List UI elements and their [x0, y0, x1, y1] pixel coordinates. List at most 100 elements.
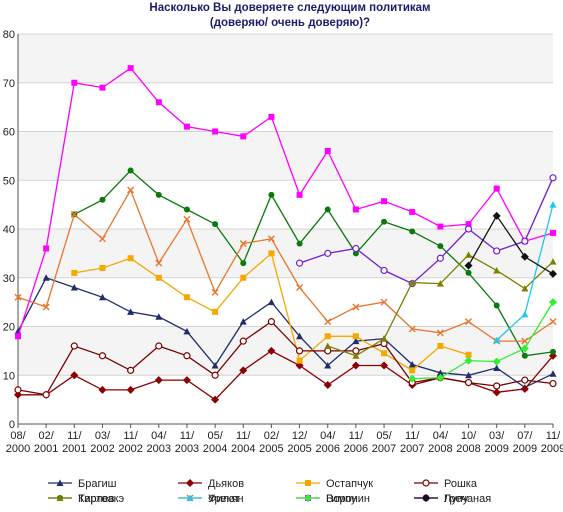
data-point	[493, 336, 501, 344]
data-point	[408, 361, 416, 368]
legend-item: Гречаная	[414, 493, 491, 505]
legend-label: Тарлев	[78, 493, 115, 505]
plot-band	[18, 34, 553, 83]
data-point	[549, 370, 557, 377]
x-tick-label: 2004	[203, 443, 227, 455]
data-point	[465, 221, 472, 228]
data-point	[464, 356, 473, 365]
data-point	[70, 284, 78, 291]
x-axis-tick-labels: 08/200002/200111/200103/200211/200204/20…	[6, 424, 563, 455]
data-point	[295, 259, 304, 267]
legend-item: Гимпу	[296, 493, 357, 505]
legend-item: Филат	[178, 493, 240, 505]
x-tick-label: 2003	[147, 443, 171, 455]
data-point	[409, 208, 416, 215]
plot-band	[18, 180, 553, 229]
x-tick-label: 2007	[372, 443, 396, 455]
y-tick-label: 20	[3, 322, 15, 334]
plot-background	[18, 34, 553, 424]
legend-label: Остапчук	[326, 478, 373, 490]
data-point	[520, 252, 529, 261]
data-point	[324, 333, 331, 340]
data-point	[465, 351, 472, 358]
y-tick-label: 80	[3, 29, 15, 41]
data-point	[127, 65, 134, 72]
data-point	[380, 335, 388, 342]
data-point	[381, 350, 388, 357]
x-tick-label: 2000	[6, 443, 30, 455]
data-point	[42, 391, 50, 399]
data-point	[352, 352, 360, 359]
chart-subtitle: (доверяю/ очень доверяю)?	[210, 17, 370, 29]
data-point	[549, 174, 557, 182]
series-12	[464, 211, 557, 278]
x-tick-label: 2007	[400, 443, 424, 455]
data-point	[267, 298, 275, 306]
series-9	[324, 251, 557, 359]
legend-label: Лупу	[444, 493, 469, 505]
x-tick-label: 11/	[546, 430, 561, 442]
data-point	[521, 237, 529, 245]
data-point	[549, 201, 557, 208]
x-tick-label: 11/	[180, 430, 195, 442]
data-point	[408, 325, 416, 333]
data-point	[352, 206, 359, 213]
data-point	[296, 191, 303, 198]
data-point	[42, 274, 50, 281]
x-tick-label: 04/	[433, 430, 449, 442]
legend-swatch-marker	[422, 494, 430, 502]
data-point	[437, 223, 444, 230]
x-tick-label: 10/	[461, 430, 477, 442]
data-point	[15, 333, 21, 340]
series-lines	[14, 65, 557, 404]
legend-swatch-marker	[422, 479, 430, 487]
data-point	[550, 348, 556, 355]
legend-label: Гимпу	[326, 493, 357, 505]
data-point	[14, 386, 22, 394]
legend-label: Урекян	[208, 493, 244, 505]
x-tick-label: 11/	[123, 430, 138, 442]
y-tick-label: 0	[9, 419, 15, 431]
data-point	[296, 240, 303, 247]
legend-label: Гречаная	[444, 493, 491, 505]
data-point	[212, 221, 219, 228]
data-point	[240, 260, 247, 267]
data-point	[183, 123, 190, 130]
data-point	[465, 318, 473, 326]
data-point	[267, 346, 276, 355]
series-line	[74, 169, 554, 357]
y-tick-label: 50	[3, 175, 15, 187]
x-tick-label: 2006	[315, 443, 339, 455]
data-point	[183, 215, 191, 223]
data-point	[465, 371, 473, 379]
plot-band	[18, 375, 553, 424]
data-point	[464, 261, 473, 270]
y-tick-label: 30	[3, 273, 15, 285]
data-point	[408, 279, 416, 286]
legend-label: Брагиш	[78, 478, 117, 490]
x-tick-label: 11/	[349, 430, 364, 442]
series-line	[412, 301, 554, 380]
data-point	[352, 303, 360, 311]
data-point	[296, 332, 304, 340]
data-point	[127, 308, 135, 315]
data-point	[324, 362, 332, 369]
x-tick-label: 12/	[292, 430, 308, 442]
legend-label: Филат	[208, 493, 240, 505]
series-line	[17, 320, 554, 396]
x-tick-label: 2009	[541, 443, 563, 455]
data-point	[43, 245, 50, 252]
series-11	[408, 298, 557, 383]
data-point	[492, 357, 501, 366]
data-point	[183, 352, 191, 360]
data-point	[352, 337, 360, 345]
data-point	[70, 342, 78, 350]
data-point	[127, 366, 135, 374]
data-point	[239, 366, 248, 375]
legend-label: Дьяков	[208, 478, 244, 490]
data-point	[127, 255, 134, 262]
legend-item: Остапчук	[296, 478, 373, 490]
legend-item: Брагиш	[48, 478, 117, 490]
x-tick-label: 05/	[376, 430, 392, 442]
x-tick-label: 03/	[489, 430, 505, 442]
